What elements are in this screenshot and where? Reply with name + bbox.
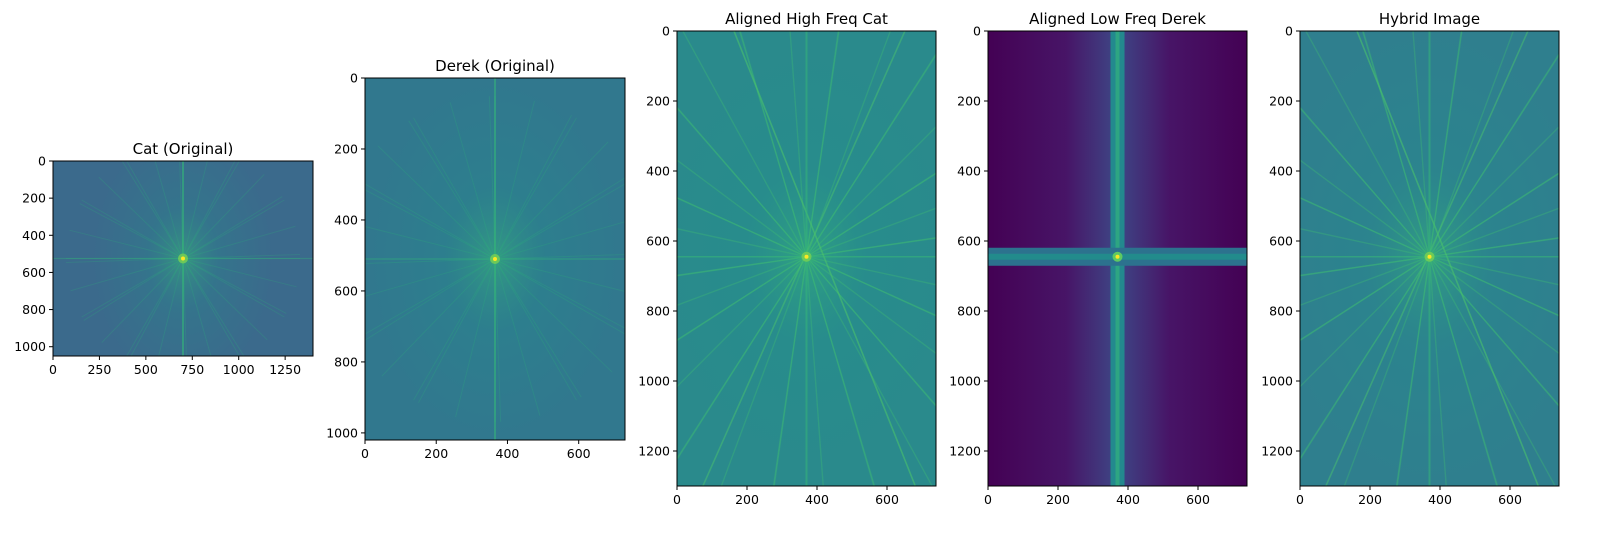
y-tick-label: 600: [334, 283, 358, 298]
y-tick-label: 800: [957, 304, 981, 319]
y-tick-label: 400: [1269, 164, 1293, 179]
y-tick-label: 1200: [638, 444, 670, 459]
heatmap-image: [365, 78, 625, 440]
y-tick-label: 600: [1269, 234, 1293, 249]
dc-peak-center: [181, 256, 185, 261]
x-tick-label: 200: [1358, 492, 1382, 507]
x-tick-label: 600: [1186, 492, 1210, 507]
y-tick-label: 1200: [1261, 444, 1293, 459]
x-tick-label: 0: [361, 446, 369, 461]
y-tick-label: 800: [646, 304, 670, 319]
y-tick-label: 1200: [949, 444, 981, 459]
y-tick-label: 600: [22, 265, 46, 280]
panel-title: Aligned High Freq Cat: [725, 10, 888, 28]
y-tick-label: 0: [38, 154, 46, 169]
x-tick-label: 600: [875, 492, 899, 507]
x-tick-label: 1000: [223, 362, 255, 377]
panel-title: Derek (Original): [435, 57, 555, 75]
y-tick-label: 0: [350, 71, 358, 86]
subplot-1: Cat (Original) 0 250 500 750 1000 1250 0 200 400 6…: [14, 140, 314, 377]
heatmap-image: [53, 161, 313, 356]
x-tick-label: 0: [1296, 492, 1304, 507]
panel-title: Cat (Original): [133, 140, 234, 158]
x-tick-label: 0: [984, 492, 992, 507]
y-tick-label: 1000: [1261, 374, 1293, 389]
axes-frame: [364, 77, 626, 441]
x-tick-label: 400: [1116, 492, 1140, 507]
panel-title: Hybrid Image: [1379, 10, 1480, 28]
subplot-2: Derek (Original) 0 200 400 600 0 200 400 600 800 1…: [326, 57, 626, 461]
x-tick-label: 200: [424, 446, 448, 461]
heatmap-image: [1300, 31, 1559, 486]
y-tick-label: 800: [22, 302, 46, 317]
subplot-3: Aligned High Freq Cat 0 200 400 600 0 200 400 60…: [638, 10, 937, 507]
y-tick-label: 0: [662, 24, 670, 39]
dc-peak-center: [804, 254, 809, 259]
axes-frame: [1299, 30, 1560, 487]
x-tick-label: 0: [673, 492, 681, 507]
x-tick-label: 1250: [269, 362, 301, 377]
x-tick-label: 400: [1428, 492, 1452, 507]
x-tick-label: 250: [87, 362, 111, 377]
y-tick-label: 200: [22, 191, 46, 206]
dc-peak-center: [1427, 254, 1432, 259]
panel-title: Aligned Low Freq Derek: [1029, 10, 1206, 28]
y-tick-label: 400: [957, 164, 981, 179]
y-tick-label: 400: [646, 164, 670, 179]
y-tick-label: 200: [1269, 94, 1293, 109]
x-tick-label: 200: [735, 492, 759, 507]
subplot-5: Hybrid Image 0 200 400 600 0 200 400 600 800 1000 1…: [1261, 10, 1560, 507]
heatmap-image: [988, 31, 1247, 486]
y-tick-label: 400: [22, 228, 46, 243]
y-tick-label: 200: [646, 94, 670, 109]
x-tick-label: 500: [134, 362, 158, 377]
dc-peak-center: [493, 257, 497, 261]
x-tick-label: 600: [1498, 492, 1522, 507]
y-tick-label: 0: [973, 24, 981, 39]
y-tick-label: 1000: [326, 425, 358, 440]
y-tick-label: 0: [1285, 24, 1293, 39]
axes-frame: [676, 30, 937, 487]
x-tick-label: 750: [180, 362, 204, 377]
y-tick-label: 800: [334, 354, 358, 369]
y-tick-label: 400: [334, 212, 358, 227]
y-tick-label: 600: [957, 234, 981, 249]
y-tick-label: 1000: [949, 374, 981, 389]
y-tick-label: 1000: [638, 374, 670, 389]
x-tick-label: 400: [805, 492, 829, 507]
y-tick-label: 800: [1269, 304, 1293, 319]
x-tick-label: 400: [496, 446, 520, 461]
y-tick-label: 1000: [14, 339, 46, 354]
x-tick-label: 600: [567, 446, 591, 461]
heatmap-image: [677, 31, 936, 486]
y-tick-label: 600: [646, 234, 670, 249]
subplot-4: Aligned Low Freq Derek 0 200 400 600 0 200 400 6…: [949, 10, 1248, 507]
x-tick-label: 200: [1046, 492, 1070, 507]
axes-frame: [52, 160, 314, 357]
x-tick-label: 0: [49, 362, 57, 377]
dc-peak-center: [1115, 254, 1120, 259]
y-tick-label: 200: [957, 94, 981, 109]
axes-frame: [987, 30, 1248, 487]
y-tick-label: 200: [334, 141, 358, 156]
